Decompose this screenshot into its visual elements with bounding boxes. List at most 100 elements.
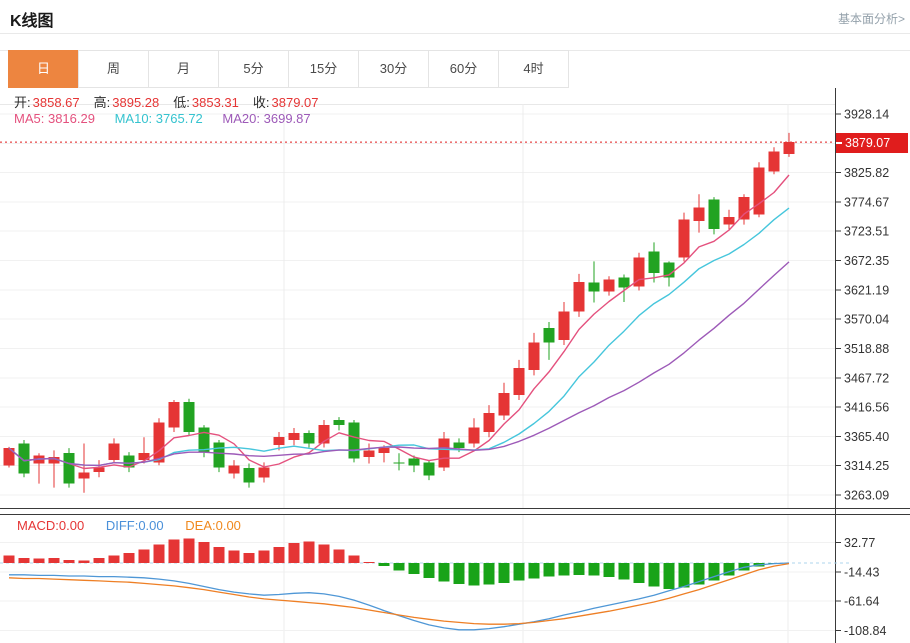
low-value: 3853.31	[191, 95, 239, 110]
ma20-legend: MA20: 3699.87	[222, 111, 311, 126]
tab-m5[interactable]: 5分	[218, 50, 289, 88]
macd-hist-bar	[183, 538, 195, 563]
candle-body	[453, 442, 465, 449]
candle-body	[633, 257, 645, 287]
dea-line	[8, 562, 790, 625]
candle-body	[648, 251, 660, 273]
candle-body	[708, 199, 720, 230]
candle-body	[303, 433, 315, 444]
macd-hist-bar	[363, 561, 375, 563]
tab-day[interactable]: 日	[8, 50, 79, 88]
macd-hist-bar	[633, 563, 645, 583]
fundamental-analysis-link[interactable]: 基本面分析>	[837, 12, 905, 26]
candle-body	[228, 465, 240, 474]
page-title: K线图	[10, 13, 54, 30]
candle-body	[258, 467, 270, 478]
candle-body	[153, 422, 165, 463]
close-value: 3879.07	[271, 95, 319, 110]
price-tick-dash	[836, 141, 842, 144]
macd-hist-bar	[543, 563, 555, 577]
macd-hist-bar	[468, 563, 480, 586]
candle-body	[588, 282, 600, 292]
candle-body	[138, 453, 150, 461]
candle-body	[408, 458, 420, 466]
axis-tick-label: 3467.72	[844, 371, 889, 385]
macd-hist-bar	[453, 563, 465, 585]
current-price-tag: 3879.07	[836, 133, 908, 153]
candle-body	[198, 427, 210, 453]
macd-hist-bar	[243, 553, 255, 563]
candle-body	[483, 413, 495, 433]
axis-tick-label: 3621.19	[844, 283, 889, 297]
macd-hist-bar	[108, 555, 120, 563]
macd-hist-bar	[33, 558, 45, 563]
low-label: 低:	[173, 95, 190, 110]
period-tabs: 日周月 5分 15分 30分 60分 4时	[8, 50, 569, 88]
ma5-line	[8, 174, 790, 470]
macd-hist-bar	[303, 541, 315, 563]
ohlc-legend: 开: 3858.67 高: 3895.28 低: 3853.31 收: 3879.07	[14, 92, 333, 111]
axis-tick-label: 3928.14	[844, 108, 889, 122]
axis-tick-label: 3263.09	[844, 489, 889, 503]
close-label: 收:	[252, 95, 270, 110]
macd-hist-bar	[258, 550, 270, 563]
candle-body	[273, 437, 285, 446]
candle-body	[603, 279, 615, 292]
candle-body	[393, 462, 405, 464]
macd-hist-bar	[228, 550, 240, 563]
macd-hist-bar	[603, 563, 615, 578]
candle-body	[183, 402, 195, 433]
tab-month[interactable]: 月	[148, 50, 219, 88]
ma10-legend: MA10: 3765.72	[114, 111, 203, 126]
candle-body	[693, 207, 705, 222]
candle-body	[723, 217, 735, 225]
ma10-line	[8, 207, 790, 467]
candle-body	[168, 402, 180, 428]
tab-m60[interactable]: 60分	[428, 50, 499, 88]
candle-body	[318, 425, 330, 444]
macd-value-label: MACD:0.00	[17, 518, 85, 533]
macd-hist-bar	[273, 546, 285, 563]
candle-body	[78, 472, 90, 479]
candle-body	[63, 453, 75, 484]
macd-hist-bar	[78, 560, 90, 563]
candle-body	[528, 342, 540, 371]
candle-body	[288, 433, 300, 441]
macd-hist-bar	[423, 563, 435, 578]
axis-tick-label: -61.64	[844, 595, 879, 609]
candle-body	[513, 367, 525, 395]
high-label: 高:	[93, 95, 111, 110]
macd-hist-bar	[528, 563, 540, 579]
axis-tick-label: 3723.51	[844, 225, 889, 239]
macd-hist-bar	[513, 563, 525, 581]
axis-tick-label: 3416.56	[844, 401, 889, 415]
candle-body	[558, 311, 570, 340]
axis-tick-label: 32.77	[844, 536, 875, 550]
candle-body	[783, 142, 795, 154]
macd-hist-bar	[18, 558, 30, 563]
macd-hist-bar	[348, 555, 360, 563]
candle-body	[438, 438, 450, 468]
candle-body	[123, 455, 135, 468]
macd-hist-bar	[333, 549, 345, 563]
dea-value-label: DEA:0.00	[185, 518, 241, 533]
candle-body	[753, 167, 765, 215]
tab-m15[interactable]: 15分	[288, 50, 359, 88]
macd-hist-bar	[648, 563, 660, 587]
macd-hist-bar	[138, 549, 150, 563]
macd-hist-bar	[93, 558, 105, 563]
axis-tick-label: 3314.25	[844, 459, 889, 473]
tab-h4[interactable]: 4时	[498, 50, 569, 88]
macd-hist-bar	[318, 544, 330, 563]
axis-tick-label: 3570.04	[844, 313, 889, 327]
candle-body	[378, 448, 390, 454]
candle-body	[333, 420, 345, 426]
macd-hist-bar	[63, 559, 75, 563]
macd-hist-bar	[408, 563, 420, 575]
tab-m30[interactable]: 30分	[358, 50, 429, 88]
axis-tick-label: 3825.82	[844, 166, 889, 180]
macd-hist-bar	[168, 539, 180, 563]
ma20-line	[8, 261, 790, 467]
